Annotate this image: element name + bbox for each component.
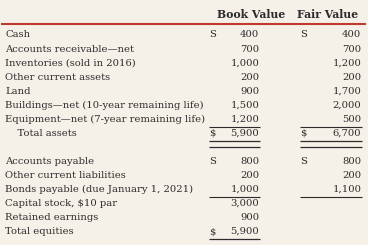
Text: 3,000: 3,000 <box>230 199 259 208</box>
Text: Accounts payable: Accounts payable <box>5 157 94 166</box>
Text: 400: 400 <box>240 30 259 39</box>
Text: Other current liabilities: Other current liabilities <box>5 171 126 180</box>
Text: 1,700: 1,700 <box>332 87 361 96</box>
Text: Total equities: Total equities <box>5 227 74 236</box>
Text: 800: 800 <box>342 157 361 166</box>
Text: 200: 200 <box>342 171 361 180</box>
Text: 1,100: 1,100 <box>332 185 361 194</box>
Text: Capital stock, $10 par: Capital stock, $10 par <box>5 199 117 208</box>
Text: S: S <box>209 157 216 166</box>
Text: S: S <box>209 30 216 39</box>
Text: 800: 800 <box>240 157 259 166</box>
Text: Cash: Cash <box>5 30 30 39</box>
Text: 400: 400 <box>342 30 361 39</box>
Text: 1,200: 1,200 <box>332 59 361 68</box>
Text: 200: 200 <box>342 73 361 82</box>
Text: Inventories (sold in 2016): Inventories (sold in 2016) <box>5 59 136 68</box>
Text: 500: 500 <box>342 115 361 124</box>
Text: S: S <box>300 157 307 166</box>
Text: Retained earnings: Retained earnings <box>5 213 98 222</box>
Text: 6,700: 6,700 <box>333 129 361 138</box>
Text: 700: 700 <box>240 45 259 53</box>
Text: 700: 700 <box>342 45 361 53</box>
Text: 900: 900 <box>240 213 259 222</box>
Text: Bonds payable (due January 1, 2021): Bonds payable (due January 1, 2021) <box>5 185 193 194</box>
Text: Land: Land <box>5 87 31 96</box>
Text: Buildings—net (10-year remaining life): Buildings—net (10-year remaining life) <box>5 101 204 110</box>
Text: $: $ <box>209 129 216 138</box>
Text: 1,000: 1,000 <box>230 59 259 68</box>
Text: Equipment—net (7-year remaining life): Equipment—net (7-year remaining life) <box>5 115 205 124</box>
Text: 1,500: 1,500 <box>230 101 259 110</box>
Text: Other current assets: Other current assets <box>5 73 110 82</box>
Text: $: $ <box>300 129 307 138</box>
Text: 5,900: 5,900 <box>230 129 259 138</box>
Text: Accounts receivable—net: Accounts receivable—net <box>5 45 134 53</box>
Text: Fair Value: Fair Value <box>297 9 358 20</box>
Text: $: $ <box>209 227 216 236</box>
Text: 200: 200 <box>240 171 259 180</box>
Text: 200: 200 <box>240 73 259 82</box>
Text: Total assets: Total assets <box>5 129 77 138</box>
Text: Book Value: Book Value <box>217 9 285 20</box>
Text: 900: 900 <box>240 87 259 96</box>
Text: S: S <box>300 30 307 39</box>
Text: 1,200: 1,200 <box>230 115 259 124</box>
Text: 5,900: 5,900 <box>230 227 259 236</box>
Text: 2,000: 2,000 <box>333 101 361 110</box>
Text: 1,000: 1,000 <box>230 185 259 194</box>
